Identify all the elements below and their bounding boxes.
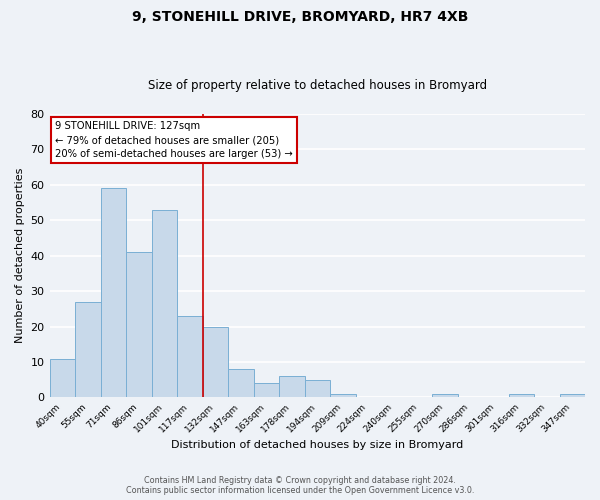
Bar	[152, 210, 177, 398]
Bar	[203, 326, 228, 398]
Bar	[228, 369, 254, 398]
Bar	[279, 376, 305, 398]
Bar	[509, 394, 534, 398]
Text: 9 STONEHILL DRIVE: 127sqm
← 79% of detached houses are smaller (205)
20% of semi: 9 STONEHILL DRIVE: 127sqm ← 79% of detac…	[55, 121, 293, 159]
Bar	[177, 316, 203, 398]
X-axis label: Distribution of detached houses by size in Bromyard: Distribution of detached houses by size …	[171, 440, 463, 450]
Bar	[75, 302, 101, 398]
Bar	[254, 384, 279, 398]
Bar	[126, 252, 152, 398]
Bar	[50, 358, 75, 398]
Bar	[330, 394, 356, 398]
Title: Size of property relative to detached houses in Bromyard: Size of property relative to detached ho…	[148, 79, 487, 92]
Bar	[432, 394, 458, 398]
Text: 9, STONEHILL DRIVE, BROMYARD, HR7 4XB: 9, STONEHILL DRIVE, BROMYARD, HR7 4XB	[132, 10, 468, 24]
Y-axis label: Number of detached properties: Number of detached properties	[15, 168, 25, 344]
Bar	[560, 394, 585, 398]
Bar	[101, 188, 126, 398]
Text: Contains HM Land Registry data © Crown copyright and database right 2024.
Contai: Contains HM Land Registry data © Crown c…	[126, 476, 474, 495]
Bar	[305, 380, 330, 398]
